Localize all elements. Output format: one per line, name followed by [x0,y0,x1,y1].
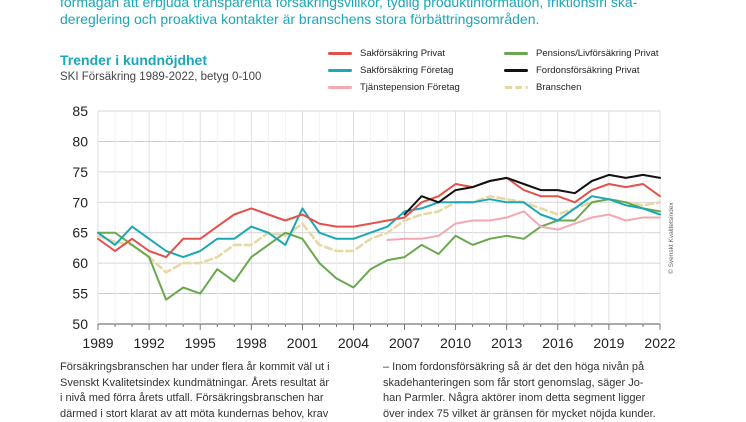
x-tick-label: 2019 [593,335,624,351]
body-line: han Parmler. Några aktörer inom detta se… [383,391,656,407]
y-tick-label: 85 [72,103,88,119]
x-tick-label: 1992 [134,335,165,351]
x-tick-label: 1995 [185,335,216,351]
y-tick-label: 60 [72,255,88,271]
y-tick-label: 55 [72,286,88,302]
y-tick-label: 80 [72,133,88,149]
x-tick-label: 1998 [236,335,267,351]
body-column-right: – Inom fordonsförsäkring så är det den h… [383,360,656,422]
body-line: därmed i stort klarat av att möta kunder… [60,407,330,422]
line-chart: 50 55 60 65 70 75 80 85 1989 1992 1995 1998 2001 2004… [0,0,746,360]
y-tick-label: 65 [72,225,88,241]
body-line: i nivå med förra årets utfall. Försäkrin… [60,391,330,407]
y-tick-label: 50 [72,316,88,332]
series-lines [98,175,660,300]
y-tick-label: 75 [72,164,88,180]
axis-labels: 50 55 60 65 70 75 80 85 1989 1992 1995 1998 2001 2004… [72,103,675,351]
x-tick-label: 2010 [440,335,471,351]
x-tick-label: 1989 [82,335,113,351]
x-tick-label: 2004 [338,335,369,351]
body-line: skadehanteringen som får stort genomslag… [383,376,656,392]
body-line: över index 75 vilket är gränsen för myck… [383,407,656,422]
body-line: Svenskt Kvalitetsindex kundmätningar. År… [60,376,330,392]
series-line-sakf-rs-kring-f-retag [98,196,660,257]
x-tick-label: 2007 [389,335,420,351]
x-tick-label: 2016 [542,335,573,351]
y-tick-label: 70 [72,194,88,210]
body-column-left: Försäkringsbranschen har under flera år … [60,360,330,422]
source-credit: © Svenskt Kvalitetsindex [668,202,675,274]
series-line-sakf-rs-kring-privat [98,178,660,257]
x-tick-label: 2001 [287,335,318,351]
body-line: Försäkringsbranschen har under flera år … [60,360,330,376]
body-line: – Inom fordonsförsäkring så är det den h… [383,360,656,376]
x-tick-label: 2013 [491,335,522,351]
x-tick-label: 2022 [644,335,675,351]
series-line-pensions-livf-rs-kring-privat [98,199,660,300]
